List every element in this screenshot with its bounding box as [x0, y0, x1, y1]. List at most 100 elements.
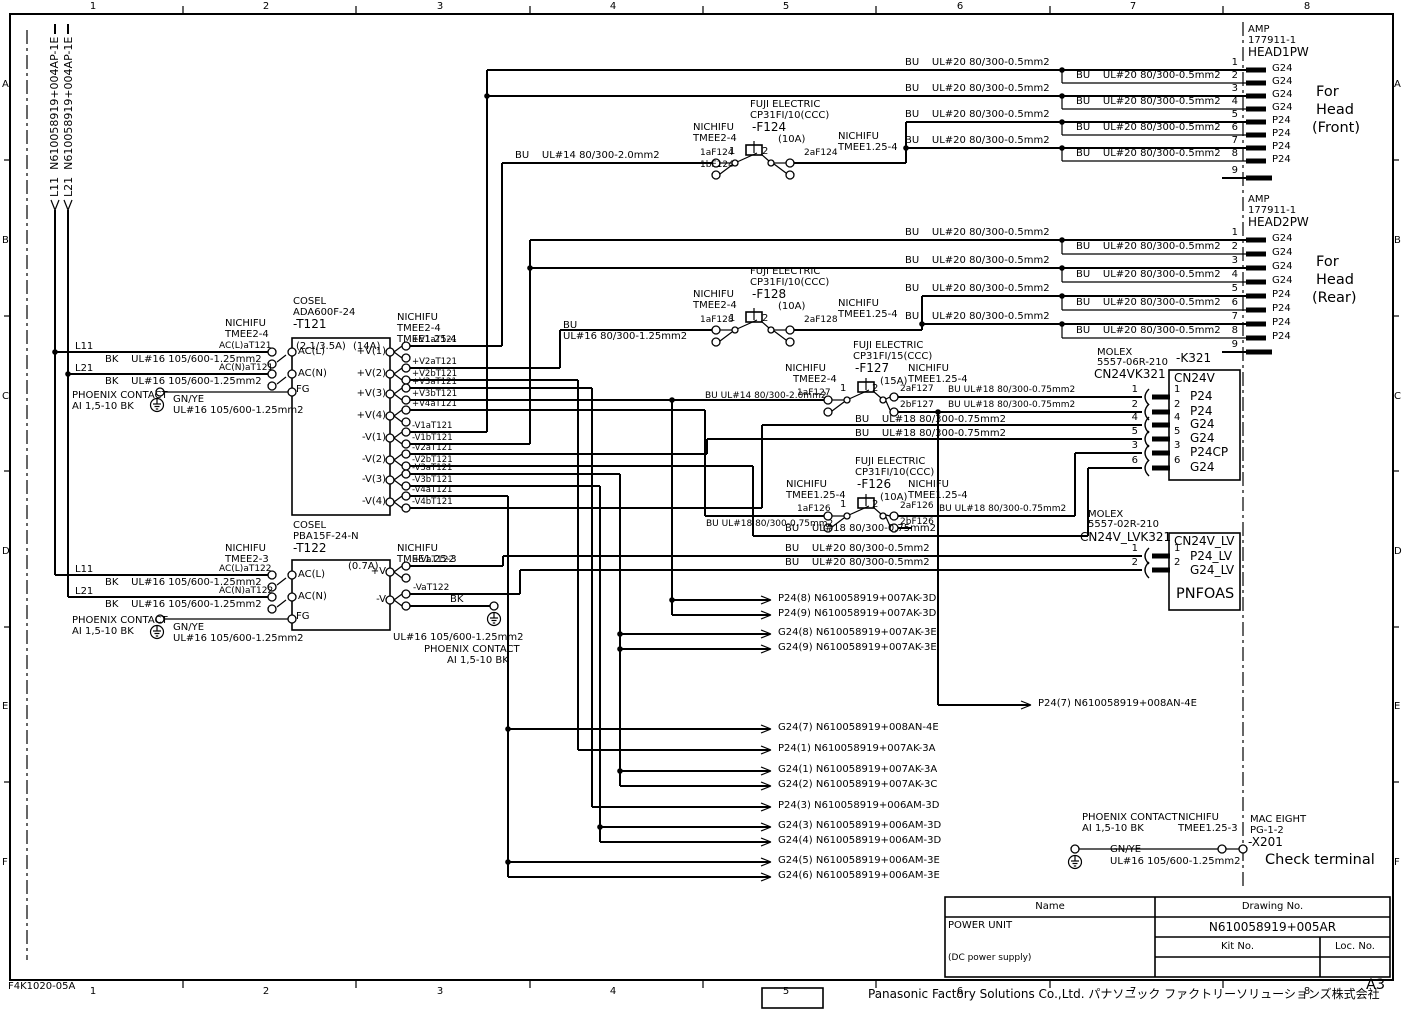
ruler-col: 4 [609, 1, 617, 12]
wire-label: BK UL#16 105/600-1.25mm2 [105, 599, 262, 610]
lv-tag: PNFOAS [1176, 586, 1235, 602]
k321-conn: CN24VK321 [1094, 367, 1166, 381]
k321-pin-label: P24 [1190, 389, 1213, 403]
k321-pin-num-inner: 5 [1174, 426, 1181, 437]
check-brand: MAC EIGHT [1250, 814, 1307, 825]
t122-rating: (0.7A) [348, 561, 379, 572]
t121-term: +V3aT121 [412, 377, 457, 387]
ruler-col: 7 [1129, 1, 1137, 12]
head1-pin-num: 6 [1231, 122, 1238, 133]
t121-rating-out: (14A) [353, 341, 381, 352]
t122-term-nv: -VaT122 [413, 583, 450, 593]
t122-pin-nv: -V [376, 594, 386, 605]
head2-pin-num: 4 [1231, 269, 1238, 280]
ruler-row: F [1394, 857, 1400, 868]
wire-label: BU UL#18 80/300-0.75mm2 [785, 523, 936, 534]
head2-pin-num: 2 [1231, 241, 1238, 252]
t122-model: PBA15F-24-N [293, 531, 359, 542]
t121-conn-out-model2: TMEE1.25-4 [397, 334, 457, 345]
ruler-col: 2 [262, 1, 270, 12]
t122-l21: L21 [75, 586, 94, 597]
ruler-row: A [2, 79, 9, 90]
ruler-row: A [1394, 79, 1401, 90]
k321-pin-num-inner: 2 [1174, 399, 1181, 410]
t122-conn-in-brand: NICHIFU [225, 543, 266, 554]
titleblock-name-header: Name [1035, 901, 1065, 912]
t121-term: -V2aT121 [412, 443, 453, 453]
t121-pin-out: -V(3) [361, 474, 386, 485]
t122-ref: -T122 [293, 541, 327, 555]
ruler-col: 5 [782, 1, 790, 12]
head1-pin-label: P24 [1272, 141, 1291, 152]
head1-pin-label: P24 [1272, 115, 1291, 126]
f127-rconn-brand: NICHIFU [908, 363, 949, 374]
head1-part: 177911-1 [1248, 35, 1297, 46]
t121-l11: L11 [75, 341, 94, 352]
ruler-col: 8 [1303, 1, 1311, 12]
t121-term: -V3bT121 [412, 475, 453, 485]
t121-term: +V1aT121 [412, 335, 457, 345]
head1-pin-num: 7 [1231, 135, 1238, 146]
head1-note: (Front) [1312, 120, 1360, 136]
lv-conn: CN24V_LVK321 [1080, 530, 1172, 544]
f127-term-2b: 2bF127 [900, 400, 934, 410]
k321-pin-num: 6 [1131, 455, 1138, 466]
wire-label: BU UL#20 80/300-0.5mm2 [905, 311, 1050, 322]
lv-part: 5557-02R-210 [1088, 519, 1160, 530]
t122-conn-out-model: TMEE1.25-3 [397, 554, 457, 565]
t121-pin-out: -V(2) [361, 454, 386, 465]
wire-label-bk: BK [450, 594, 464, 605]
wire-label: BU UL#20 80/300-0.5mm2 [1076, 269, 1221, 280]
head1-note: Head [1316, 102, 1354, 118]
wire-label: BU UL#18 80/300-0.75mm2 [939, 504, 1067, 514]
wire-label: BU UL#18 80/300-0.75mm2 [855, 428, 1006, 439]
t121-conn-in-model: TMEE2-4 [225, 329, 269, 340]
t121-conn-out-model1: TMEE2-4 [397, 323, 441, 334]
input-wire-l11: L11 N610058919+004AP-1E [48, 36, 61, 197]
t122-pin-acn: AC(N) [298, 591, 327, 602]
wire-label: BU UL#20 80/300-0.5mm2 [785, 543, 930, 554]
f128-ref: -F128 [752, 287, 787, 301]
wire-label: BU UL#20 80/300-0.5mm2 [905, 83, 1050, 94]
k321-pin-num-inner: 4 [1174, 412, 1181, 423]
f128-term-1a: 1aF128 [700, 315, 734, 325]
wire-label: BU UL#20 80/300-0.5mm2 [905, 135, 1050, 146]
f126-contact-1: 1 [840, 499, 847, 510]
t121-l21: L21 [75, 363, 94, 374]
t122-phoenix2: AI 1,5-10 BK [72, 626, 134, 637]
titleblock-drawing-header: Drawing No. [1241, 901, 1304, 912]
k321-pin-label: P24CP [1190, 445, 1229, 459]
wire-label: BU UL#20 80/300-0.5mm2 [785, 557, 930, 568]
f126-lconn-model: TMEE1.25-4 [786, 490, 846, 501]
ruler-row: F [2, 857, 8, 868]
f127-rconn-model: TMEE1.25-4 [908, 374, 968, 385]
f127-lconn-brand: NICHIFU [785, 363, 826, 374]
f124-rconn-brand: NICHIFU [838, 131, 879, 142]
lv-pin-num: 2 [1131, 557, 1138, 568]
f124-term-2a: 2aF124 [804, 148, 838, 158]
t122-phoenix: PHOENIX CONTACT [72, 615, 168, 626]
wire-label: UL#16 105/600-1.25mm2 [173, 633, 304, 644]
k321-pin-num: 3 [1131, 440, 1138, 451]
dest-label: G24(2) N610058919+007AK-3C [778, 779, 938, 790]
dest-label: P24(3) N610058919+006AM-3D [778, 800, 940, 811]
f128-lconn-model: TMEE2-4 [693, 300, 737, 311]
f128-maker: FUJI ELECTRIC [750, 266, 821, 277]
wire-label: GN/YE [173, 394, 205, 405]
k321-ref: -K321 [1176, 351, 1212, 365]
k321-pin-label: G24 [1190, 417, 1215, 431]
f124-rating: (10A) [778, 134, 806, 145]
ruler-row: C [1394, 391, 1401, 402]
t121-phoenix2: AI 1,5-10 BK [72, 401, 134, 412]
check-part: PG-1-2 [1250, 825, 1284, 836]
k321-pin-num-inner: 3 [1174, 440, 1181, 451]
head1-pin-label: G24 [1272, 102, 1293, 113]
t121-term-l: AC(L)aT121 [219, 341, 272, 351]
head2-pin-label: G24 [1272, 233, 1293, 244]
wire-label: BU UL#20 80/300-0.5mm2 [1076, 325, 1221, 336]
wire-label: BU UL#14 80/300-2.0mm2 [705, 391, 827, 401]
head1-pin-num: 8 [1231, 148, 1238, 159]
head2-pin-label: P24 [1272, 331, 1291, 342]
t121-phoenix: PHOENIX CONTACT [72, 390, 168, 401]
k321-box-name: CN24V [1174, 371, 1215, 385]
